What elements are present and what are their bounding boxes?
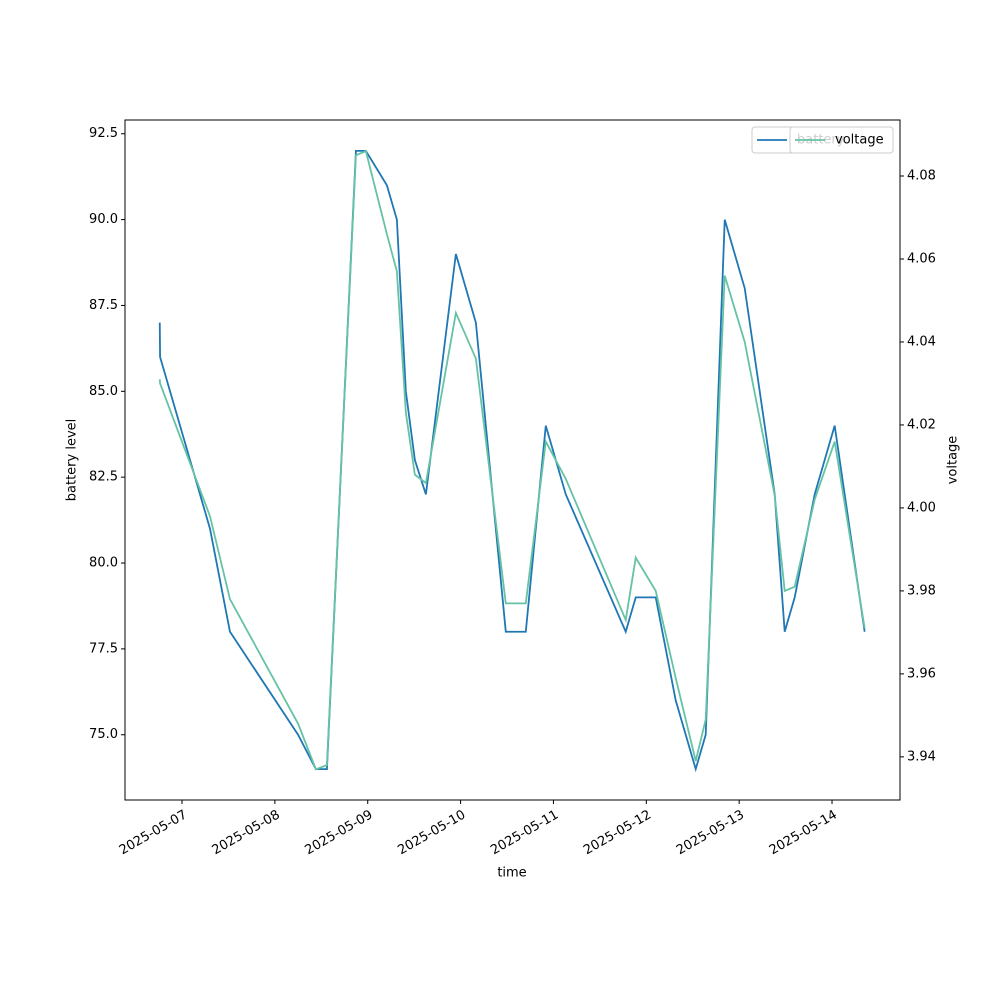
y-tick-label: 82.5 bbox=[89, 470, 118, 485]
legend-box bbox=[789, 126, 894, 154]
y-tick-label: 87.5 bbox=[89, 298, 118, 313]
x-tick-label: 2025-05-08 bbox=[210, 808, 283, 859]
y-axis-label: battery level bbox=[65, 419, 80, 502]
x-tick-label: 2025-05-11 bbox=[488, 808, 561, 859]
y-tick-label: 75.0 bbox=[89, 727, 118, 742]
x-tick-label: 2025-05-14 bbox=[767, 808, 840, 859]
x-tick-label: 2025-05-12 bbox=[581, 808, 654, 859]
y2-tick-label: 4.08 bbox=[907, 169, 936, 184]
y2-tick-label: 4.00 bbox=[907, 500, 936, 515]
y-tick-label: 92.5 bbox=[89, 126, 118, 141]
y-tick-label: 80.0 bbox=[89, 556, 118, 571]
y-tick-label: 77.5 bbox=[89, 641, 118, 656]
y-tick-label: 90.0 bbox=[89, 212, 118, 227]
y2-tick-label: 4.04 bbox=[907, 334, 936, 349]
y2-tick-label: 3.94 bbox=[907, 749, 936, 764]
y2-tick-label: 4.06 bbox=[907, 251, 936, 266]
x-tick-label: 2025-05-13 bbox=[674, 808, 747, 859]
x-tick-label: 2025-05-09 bbox=[303, 808, 376, 859]
y-tick-label: 85.0 bbox=[89, 384, 118, 399]
plot-frame bbox=[124, 119, 901, 801]
legend-label: voltage bbox=[835, 133, 884, 148]
y2-tick-label: 3.98 bbox=[907, 583, 936, 598]
y2-tick-label: 4.02 bbox=[907, 417, 936, 432]
x-tick-label: 2025-05-10 bbox=[395, 808, 468, 859]
legend: voltage bbox=[789, 126, 894, 154]
data-line bbox=[158, 149, 866, 771]
y2-axis-label: voltage bbox=[946, 436, 961, 485]
x-axis-label: time bbox=[497, 866, 526, 881]
data-line bbox=[158, 150, 866, 773]
y2-tick-label: 3.96 bbox=[907, 666, 936, 681]
x-tick-label: 2025-05-07 bbox=[117, 808, 190, 859]
